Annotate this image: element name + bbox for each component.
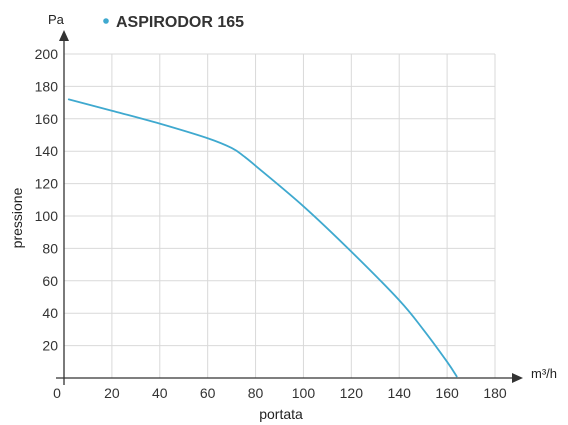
x-tick-label: 80 [248,385,264,401]
grid [64,53,496,378]
x-tick-label: 180 [483,385,507,401]
series-layer [67,98,458,378]
x-tick-label: 40 [152,385,168,401]
series-line-aspirodor-165 [67,98,458,378]
x-tick-label: 20 [104,385,120,401]
y-tick-label: 180 [35,78,59,94]
x-tick-label: 140 [388,385,412,401]
y-tick-label: 40 [42,305,58,321]
x-tick-label: 160 [435,385,459,401]
x-axis-unit: m³/h [531,366,557,381]
y-tick-label: 100 [35,208,59,224]
x-tick-label: 0 [53,385,61,401]
y-tick-label: 120 [35,176,59,192]
y-tick-label: 140 [35,143,59,159]
x-axis-arrow [512,373,523,383]
y-tick-label: 60 [42,273,58,289]
y-tick-label: 160 [35,111,59,127]
x-tick-label: 60 [200,385,216,401]
legend-label: ASPIRODOR 165 [116,14,244,31]
x-axis-title: portata [259,406,303,422]
y-axis-title: pressione [9,187,25,248]
y-tick-label: 80 [42,240,58,256]
axes [56,30,523,385]
y-tick-labels: 20 40 60 80 100 120 140 160 180 200 [35,46,59,354]
x-tick-labels: 0 20 40 60 80 100 120 140 160 180 [53,385,507,401]
x-tick-label: 120 [340,385,364,401]
y-tick-label: 200 [35,46,59,62]
y-tick-label: 20 [42,338,58,354]
legend-marker [103,18,109,24]
y-axis-unit: Pa [48,12,65,27]
x-tick-label: 100 [292,385,316,401]
y-axis-arrow [59,30,69,41]
legend: ASPIRODOR 165 [103,14,244,31]
